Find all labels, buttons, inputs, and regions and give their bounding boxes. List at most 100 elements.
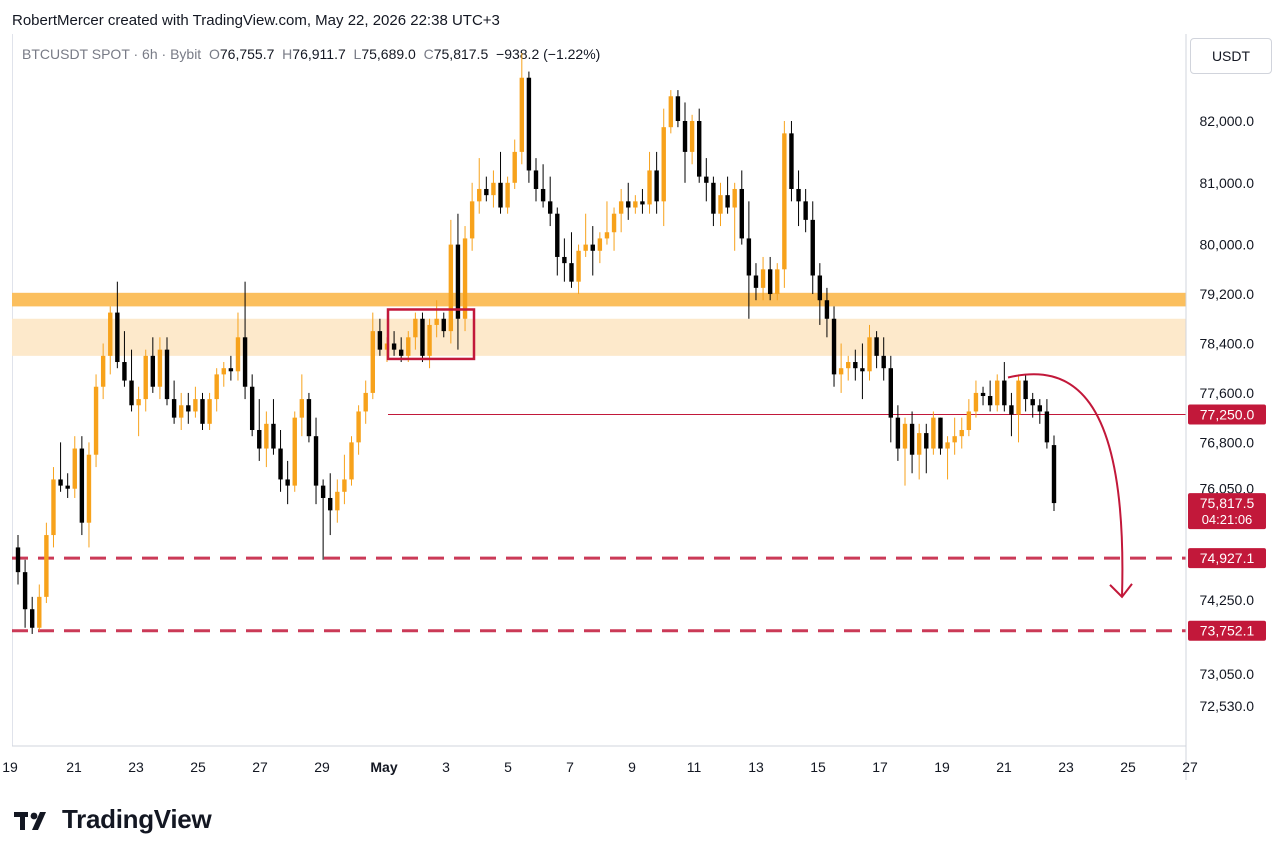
candle-body[interactable] <box>562 256 567 264</box>
candle-body[interactable] <box>122 362 127 381</box>
candle-body[interactable] <box>448 244 454 332</box>
candle-body[interactable] <box>313 436 319 486</box>
candle-body[interactable] <box>58 479 63 486</box>
candle-body[interactable] <box>661 127 666 202</box>
candle-body[interactable] <box>789 133 794 189</box>
candle-body[interactable] <box>377 331 383 350</box>
candle-body[interactable] <box>689 121 695 152</box>
candle-body[interactable] <box>129 380 134 406</box>
candle-body[interactable] <box>831 318 837 375</box>
candle-body[interactable] <box>491 182 496 196</box>
candle-body[interactable] <box>746 238 752 276</box>
symbol-name[interactable]: BTCUSDT SPOT · 6h · Bybit <box>22 46 202 62</box>
candle-body[interactable] <box>583 244 588 251</box>
candle-body[interactable] <box>966 411 972 430</box>
candle-body[interactable] <box>604 232 610 239</box>
candle-body[interactable] <box>207 399 212 424</box>
candle-body[interactable] <box>725 195 730 208</box>
candle-body[interactable] <box>775 269 780 295</box>
candle-body[interactable] <box>462 238 468 319</box>
candle-body[interactable] <box>420 318 425 356</box>
candle-body[interactable] <box>179 405 184 418</box>
candle-body[interactable] <box>477 188 482 202</box>
tradingview-brand[interactable]: TradingView <box>14 804 212 835</box>
candle-body[interactable] <box>888 368 893 418</box>
candle-body[interactable] <box>711 182 716 214</box>
candle-body[interactable] <box>335 491 340 511</box>
candle-body[interactable] <box>526 77 532 171</box>
candle-body[interactable] <box>824 300 830 319</box>
candle-body[interactable] <box>760 269 766 288</box>
candle-body[interactable] <box>505 182 510 208</box>
candle-body[interactable] <box>995 380 1000 406</box>
candle-body[interactable] <box>441 318 446 332</box>
candle-body[interactable] <box>93 386 99 455</box>
candle-body[interactable] <box>959 430 964 437</box>
highlight-box[interactable] <box>386 308 476 361</box>
candle-body[interactable] <box>278 448 283 480</box>
candle-body[interactable] <box>796 188 801 202</box>
candle-body[interactable] <box>1002 380 1007 406</box>
candle-body[interactable] <box>973 392 979 412</box>
candle-body[interactable] <box>838 368 844 375</box>
candle-body[interactable] <box>51 479 56 536</box>
candle-body[interactable] <box>924 433 929 449</box>
candle-body[interactable] <box>952 436 957 443</box>
candle-body[interactable] <box>569 263 574 282</box>
candle-body[interactable] <box>909 423 915 455</box>
candle-body[interactable] <box>136 399 141 406</box>
candle-body[interactable] <box>469 201 475 239</box>
candle-body[interactable] <box>895 417 901 449</box>
candle-body[interactable] <box>547 201 553 214</box>
candle-body[interactable] <box>739 188 744 239</box>
candle-body[interactable] <box>626 201 631 208</box>
candle-body[interactable] <box>931 417 936 449</box>
candle-body[interactable] <box>15 547 21 573</box>
candle-body[interactable] <box>881 355 886 369</box>
candle-body[interactable] <box>342 479 347 492</box>
candle-body[interactable] <box>413 318 418 338</box>
candle-body[interactable] <box>1044 411 1050 443</box>
candle-body[interactable] <box>633 201 638 208</box>
candle-body[interactable] <box>79 448 85 523</box>
candle-body[interactable] <box>555 213 560 257</box>
candle-body[interactable] <box>398 349 404 356</box>
candle-body[interactable] <box>1023 380 1028 400</box>
price-chart[interactable]: 77,250.0 74,927.1 73,752.1 82,000.0 81,000.0… <box>0 0 1280 790</box>
candle-body[interactable] <box>100 355 106 387</box>
candle-body[interactable] <box>618 201 624 214</box>
candle-body[interactable] <box>938 417 943 449</box>
candle-body[interactable] <box>349 442 354 480</box>
candle-body[interactable] <box>214 374 219 400</box>
candle-body[interactable] <box>1037 405 1043 412</box>
currency-button[interactable]: USDT <box>1190 38 1272 74</box>
candle-body[interactable] <box>647 170 652 205</box>
candle-body[interactable] <box>810 219 815 276</box>
candle-body[interactable] <box>1030 399 1035 406</box>
candle-body[interactable] <box>115 312 120 363</box>
candle-body[interactable] <box>533 170 539 189</box>
candle-body[interactable] <box>576 250 581 282</box>
candle-body[interactable] <box>22 572 28 610</box>
candle-body[interactable] <box>668 96 674 128</box>
candle-body[interactable] <box>271 423 276 449</box>
candle-body[interactable] <box>455 244 461 319</box>
candle-body[interactable] <box>186 405 191 412</box>
candle-body[interactable] <box>391 343 397 350</box>
candle-body[interactable] <box>682 121 688 152</box>
candle-body[interactable] <box>200 399 205 424</box>
candle-body[interactable] <box>171 399 177 418</box>
candle-body[interactable] <box>370 331 375 393</box>
candle-body[interactable] <box>427 324 432 356</box>
candle-body[interactable] <box>512 151 517 183</box>
candle-body[interactable] <box>285 479 290 486</box>
candle-body[interactable] <box>498 182 503 208</box>
candle-body[interactable] <box>902 423 908 449</box>
candle-body[interactable] <box>1016 380 1021 415</box>
candle-body[interactable] <box>363 392 368 412</box>
candle-body[interactable] <box>235 337 241 372</box>
candle-body[interactable] <box>37 596 42 628</box>
candle-body[interactable] <box>803 201 808 220</box>
candle-body[interactable] <box>249 386 255 430</box>
candle-body[interactable] <box>150 355 156 387</box>
